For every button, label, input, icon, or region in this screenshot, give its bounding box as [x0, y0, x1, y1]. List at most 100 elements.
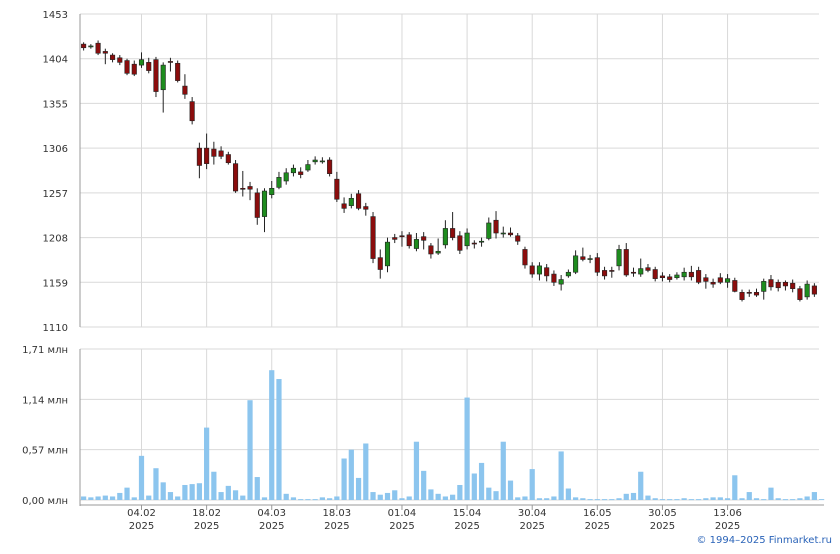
candle — [269, 180, 275, 199]
candle — [746, 289, 752, 297]
volume-bar — [421, 470, 427, 500]
volume-bar — [717, 497, 723, 500]
volume-bar — [638, 471, 644, 500]
x-tick-year: 2025 — [194, 521, 219, 532]
candle-body-up — [138, 59, 145, 66]
candle — [587, 254, 593, 264]
candle — [739, 289, 745, 302]
volume-bar — [573, 497, 579, 500]
candle-body-down — [175, 62, 181, 81]
volume-bar — [500, 441, 506, 500]
candle — [95, 40, 101, 56]
candle-body-up — [319, 160, 325, 163]
candle — [233, 160, 239, 193]
x-tick-date: 13.06 — [713, 508, 742, 519]
candle — [413, 233, 419, 252]
volume-bar — [659, 499, 666, 501]
volume-bar — [117, 492, 123, 500]
x-tick-date: 30.05 — [648, 508, 677, 519]
volume-bar — [442, 496, 448, 500]
volume-bar — [790, 499, 796, 501]
candle — [609, 266, 615, 278]
candle-body-down — [667, 276, 673, 280]
candle-body-down — [146, 62, 152, 71]
candle-body-up — [413, 239, 419, 249]
candle-body-up — [486, 222, 492, 239]
candle — [688, 265, 694, 281]
candle — [457, 231, 463, 254]
candle — [486, 217, 492, 241]
candle-body-down — [110, 54, 116, 60]
volume-bar — [204, 427, 210, 500]
volume-bar — [804, 496, 810, 500]
x-tick-date: 18.03 — [323, 508, 352, 519]
candle — [298, 167, 304, 179]
candle-body-up — [500, 232, 506, 235]
candle-body-up — [435, 250, 441, 254]
candle-body-up — [290, 167, 296, 174]
volume-bar — [522, 496, 528, 500]
price-candles — [81, 40, 817, 302]
candle-body-down — [117, 57, 123, 63]
volume-bar — [370, 492, 376, 500]
volume-bar — [240, 495, 246, 500]
candle-body-up — [442, 228, 448, 246]
volume-bar — [355, 477, 362, 500]
volume-bar — [529, 469, 535, 500]
volume-bar — [811, 492, 817, 500]
x-tick-date: 04.03 — [257, 508, 286, 519]
volume-bar — [724, 498, 731, 500]
candle — [435, 238, 441, 255]
candle-body-up — [638, 268, 644, 275]
candle-body-down — [594, 257, 600, 273]
candle — [370, 212, 376, 264]
candle-body-down — [522, 249, 528, 266]
candle — [594, 253, 600, 276]
x-tick-year: 2025 — [585, 521, 610, 532]
candle — [261, 188, 268, 233]
volume-bars — [81, 370, 825, 501]
volume-bar — [312, 499, 318, 501]
candle-body-up — [479, 240, 485, 243]
copyright-link[interactable]: © 1994–2025 Finmarket.ru — [696, 535, 832, 546]
candle-body-down — [710, 281, 716, 285]
volume-bar — [674, 499, 680, 501]
candle-body-up — [725, 278, 731, 283]
candle — [652, 266, 658, 282]
volume-bar — [797, 498, 803, 500]
candle-body-up — [384, 241, 391, 267]
volume-bar — [645, 495, 651, 500]
candle — [290, 164, 296, 177]
price-tick-label: 1208 — [43, 234, 68, 245]
candle — [768, 274, 774, 291]
candle-body-up — [587, 258, 593, 260]
candle-body-down — [218, 150, 224, 157]
x-tick-year: 2025 — [650, 521, 675, 532]
candle — [493, 211, 499, 239]
candle — [377, 249, 383, 279]
volume-bar — [406, 496, 412, 500]
volume-bar — [290, 497, 297, 500]
candle-body-down — [529, 265, 535, 275]
candle-body-up — [269, 187, 275, 195]
candle-body-down — [95, 42, 101, 54]
candle-body-down — [240, 187, 246, 190]
x-tick-date: 15.04 — [453, 508, 482, 519]
volume-tick-label: 1,71 млн — [22, 345, 68, 356]
candle-body-down — [196, 147, 202, 166]
volume-bar — [124, 487, 130, 500]
candle-body-down — [768, 279, 774, 288]
volume-bar — [551, 496, 557, 500]
candle-body-down — [775, 281, 781, 289]
candle — [124, 58, 130, 76]
candle-body-up — [283, 172, 289, 182]
volume-bar — [109, 496, 116, 500]
candle — [602, 266, 608, 280]
volume-bar — [247, 400, 253, 500]
candle — [81, 42, 87, 51]
volume-bar — [493, 491, 499, 500]
candle-body-down — [630, 271, 637, 274]
candle — [88, 44, 94, 49]
candle-body-down — [392, 237, 398, 240]
candle — [522, 246, 528, 269]
